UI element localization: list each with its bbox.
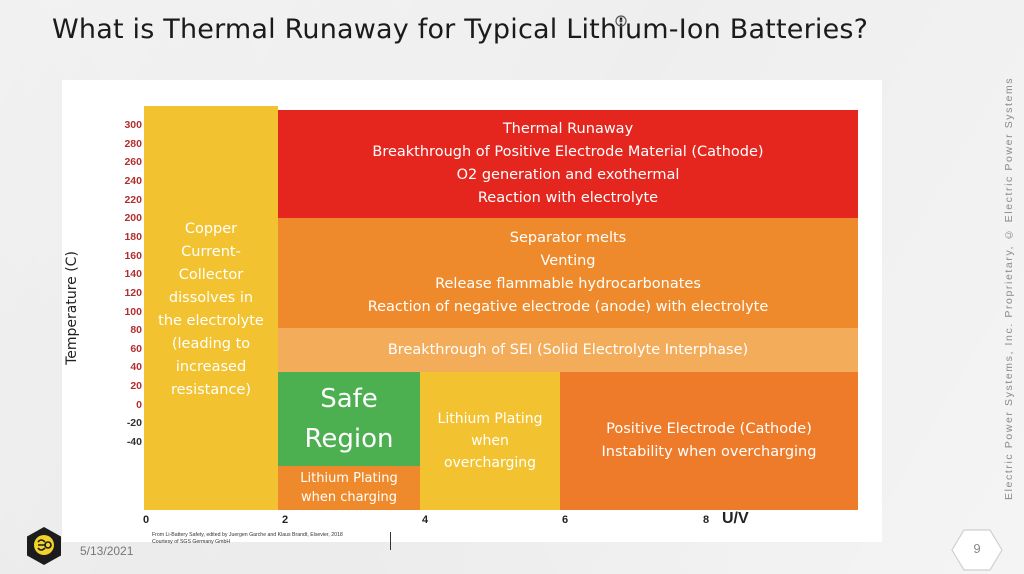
x-tick-label: 4 xyxy=(422,514,429,526)
y-tick-label: 280 xyxy=(124,137,142,150)
y-tick-label: 300 xyxy=(124,119,142,131)
region-lithium-charging-text: Lithium Plating when charging xyxy=(300,471,398,505)
y-tick-label: 200 xyxy=(124,212,142,225)
region-sei-breakthrough: Breakthrough of SEI (Solid Electrolyte I… xyxy=(278,328,858,372)
x-tick-label: 8 xyxy=(703,514,710,526)
region-lithium-plating-overcharging: Lithium Plating when overcharging xyxy=(420,372,560,510)
x-tick-label: 6 xyxy=(562,514,569,526)
region-runaway-text: Thermal Runaway Breakthrough of Positive… xyxy=(372,121,764,206)
y-tick-label: 120 xyxy=(124,286,142,299)
x-axis-unit: U/V xyxy=(722,510,749,527)
page-number-hexagon-icon xyxy=(951,529,1003,571)
page-number: 9 xyxy=(973,541,981,556)
y-tick-label: 100 xyxy=(124,305,142,318)
region-cathode-instability: Positive Electrode (Cathode) Instability… xyxy=(560,372,858,510)
x-tick-label: 0 xyxy=(143,514,150,526)
y-axis-label: Temperature (C) xyxy=(64,251,80,365)
y-tick-label: 220 xyxy=(124,193,142,206)
region-lithium-plating-charging: Lithium Plating when charging xyxy=(278,466,420,510)
y-tick-label: 260 xyxy=(124,156,142,169)
cursor-icon xyxy=(615,15,627,27)
region-safe: Safe Region xyxy=(278,372,420,466)
region-sei-text: Breakthrough of SEI (Solid Electrolyte I… xyxy=(387,342,749,358)
y-tick-label: 140 xyxy=(124,268,142,281)
y-tick-label: 80 xyxy=(130,324,142,337)
region-copper-collector: Copper Current- Collector dissolves in t… xyxy=(144,106,278,510)
y-tick-label: 20 xyxy=(130,380,142,393)
y-tick-label: 240 xyxy=(124,174,142,187)
y-tick-label: 40 xyxy=(130,361,142,374)
source-line-1: From Li-Battery Safety, edited by Juerge… xyxy=(152,532,343,538)
slide-date: 5/13/2021 xyxy=(80,544,134,558)
region-separator-melts: Separator melts Venting Release flammabl… xyxy=(278,218,858,328)
region-cathode-text: Positive Electrode (Cathode) Instability… xyxy=(601,421,817,460)
region-thermal-runaway: Thermal Runaway Breakthrough of Positive… xyxy=(278,110,858,218)
y-tick-label: -40 xyxy=(126,436,142,449)
x-tick-label: 2 xyxy=(282,514,289,526)
y-tick-label: 0 xyxy=(136,398,142,411)
y-tick-label: 180 xyxy=(124,230,142,243)
region-separator-text: Separator melts Venting Release flammabl… xyxy=(367,230,769,315)
source-line-2: Courtesy of SGS Germany GmbH xyxy=(152,539,231,545)
company-logo-icon xyxy=(27,527,61,565)
source-citation: From Li-Battery Safety, edited by Juerge… xyxy=(152,532,391,550)
region-copper-text: Copper Current- Collector dissolves in t… xyxy=(158,221,264,398)
region-safe-text: Safe Region xyxy=(304,384,394,454)
region-lithium-over-text: Lithium Plating when overcharging xyxy=(437,411,543,471)
y-tick-label: 160 xyxy=(124,249,142,262)
proprietary-notice: Electric Power Systems, Inc. Proprietary… xyxy=(1003,76,1015,500)
y-tick-label: 60 xyxy=(130,342,142,355)
y-tick-label: -20 xyxy=(126,417,142,430)
slide-title: What is Thermal Runaway for Typical Lith… xyxy=(52,14,869,45)
